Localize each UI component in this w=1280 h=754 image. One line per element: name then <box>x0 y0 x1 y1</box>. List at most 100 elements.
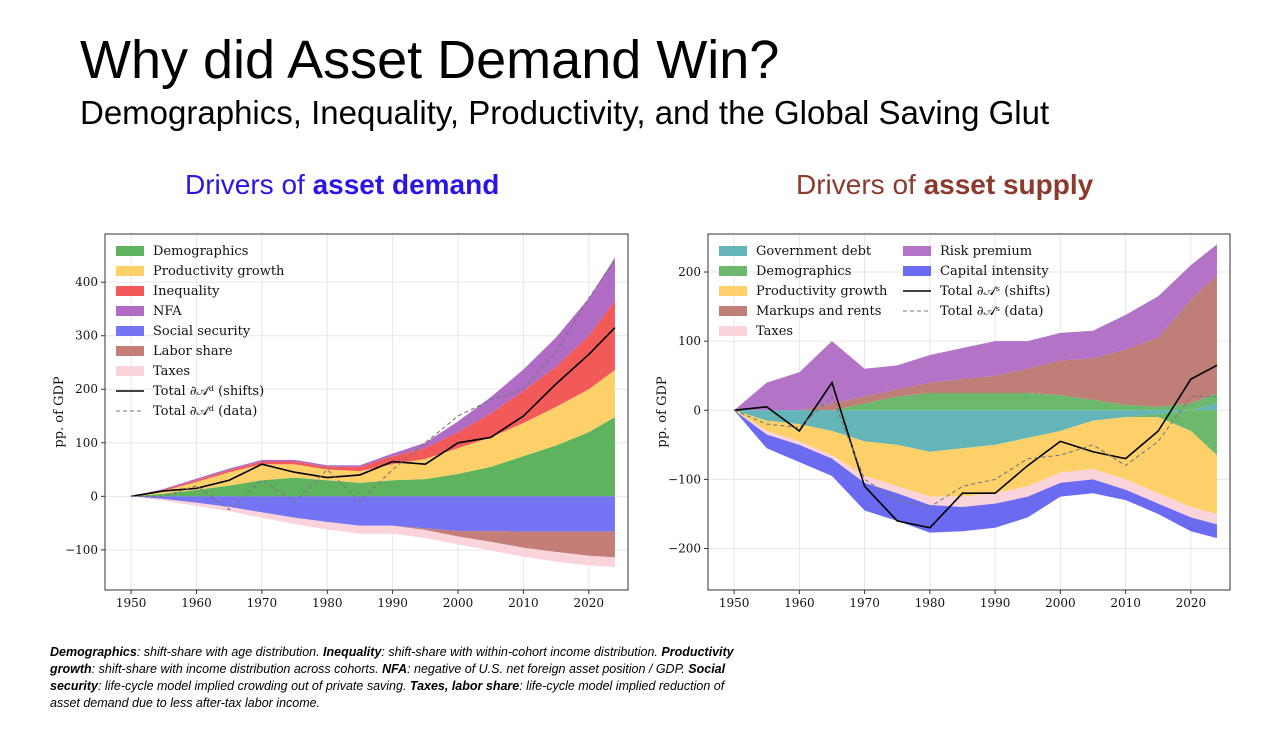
footnote-text: : life-cycle model implied reduction of … <box>50 679 725 710</box>
footnote-text: : negative of U.S. net foreign asset pos… <box>407 662 689 676</box>
asset-demand-chart: 1950 1960 1970 1980 1990 2000 2010 2020 −100 0 100… <box>52 233 629 610</box>
legend-label: NFA <box>153 304 182 319</box>
footnote: Demographics: shift-share with age distr… <box>50 644 750 712</box>
legend-label: Government debt <box>756 244 872 259</box>
productivity-growth-area <box>734 410 1217 514</box>
legend-label: Demographics <box>756 264 851 279</box>
legend-swatch <box>116 286 144 296</box>
x-tick-label: 2000 <box>443 596 474 610</box>
legend-swatch <box>116 246 144 256</box>
legend-label: Risk premium <box>940 244 1032 259</box>
x-tick-label: 1990 <box>980 596 1011 610</box>
footnote-text: : shift-share with within-cohort income … <box>381 645 662 659</box>
footnote-term: Taxes, labor share <box>409 679 520 693</box>
total-shifts-line <box>131 327 616 498</box>
capital-intensity-area <box>734 410 1217 539</box>
x-tick-label: 1960 <box>181 596 212 610</box>
legend-label: Social security <box>153 324 251 339</box>
x-tick-label: 2010 <box>1110 596 1141 610</box>
legend: Demographics Productivity growth Inequalit… <box>116 244 285 419</box>
x-tick-label: 2020 <box>1176 596 1207 610</box>
footnote-term: Demographics <box>50 645 137 659</box>
y-tick-label: 200 <box>75 382 98 396</box>
legend-swatch <box>116 346 144 356</box>
plot-frame <box>104 233 629 591</box>
x-tick-label: 1970 <box>247 596 278 610</box>
y-tick-label: 300 <box>75 329 98 343</box>
x-tick-label: 1980 <box>312 596 343 610</box>
social-security-area <box>131 496 615 532</box>
footnote-text: : shift-share with income distribution a… <box>91 662 383 676</box>
y-tick-label: 100 <box>678 334 701 348</box>
legend-swatch <box>719 326 747 336</box>
x-tick-label: 1960 <box>784 596 815 610</box>
y-tick-label: 0 <box>693 403 701 417</box>
legend-label: Productivity growth <box>153 264 285 279</box>
legend-label: Inequality <box>153 284 220 299</box>
legend-swatch <box>903 246 931 256</box>
x-tick-label: 1950 <box>719 596 750 610</box>
plot-frame <box>707 233 1231 591</box>
labor-share-area <box>131 496 615 558</box>
y-tick-label: −100 <box>668 472 701 486</box>
total-data-line <box>733 395 1217 508</box>
legend-label: Markups and rents <box>756 304 881 319</box>
legend-label: Total ∂𝒜ᵈ (data) <box>153 404 257 419</box>
legend-label: Total ∂𝒜ᵈ (shifts) <box>153 384 264 399</box>
markups-and-rents-area <box>734 275 1217 411</box>
total-data-line <box>131 260 616 511</box>
x-tick-label: 2000 <box>1045 596 1076 610</box>
asset-demand-heading: Drivers of asset demand <box>185 166 499 204</box>
legend-label: Labor share <box>153 344 233 359</box>
risk-premium-area <box>734 244 1217 411</box>
footnote-text: : life-cycle model implied crowding out … <box>97 679 410 693</box>
legend-swatch <box>719 246 747 256</box>
x-tick-label: 1990 <box>377 596 408 610</box>
legend-label: Taxes <box>756 324 793 339</box>
demographics-area <box>734 392 1217 411</box>
legend-label: Demographics <box>153 244 248 259</box>
y-tick-label: 400 <box>75 275 98 289</box>
y-tick-label: 100 <box>75 436 98 450</box>
legend-swatch <box>903 266 931 276</box>
y-axis-label: pp. of GDP <box>655 376 670 447</box>
legend-label: Taxes <box>153 364 190 379</box>
legend-label: Capital intensity <box>940 264 1049 279</box>
legend-label: Total ∂𝒜ˢ (shifts) <box>940 284 1050 299</box>
legend-swatch <box>116 366 144 376</box>
legend-swatch <box>719 286 747 296</box>
legend-swatch <box>719 266 747 276</box>
taxes-area <box>734 410 1217 525</box>
taxes-area <box>131 496 615 567</box>
asset-supply-heading-pre: Drivers of <box>796 169 924 200</box>
asset-supply-chart: 1950 1960 1970 1980 1990 2000 2010 2020−200−100… <box>655 233 1231 610</box>
x-tick-label: 2010 <box>508 596 539 610</box>
y-axis-label: pp. of GDP <box>52 376 67 447</box>
x-tick-label: 1980 <box>915 596 946 610</box>
y-tick-label: −100 <box>65 543 98 557</box>
asset-supply-heading-bold: asset supply <box>923 169 1094 200</box>
footnote-term: Social security <box>50 662 726 693</box>
y-tick-label: 0 <box>90 489 98 503</box>
footnote-term: Productivity growth <box>50 645 734 676</box>
asset-demand-heading-bold: asset demand <box>312 169 500 200</box>
y-tick-label: 200 <box>678 265 701 279</box>
footnote-term: NFA <box>382 662 408 676</box>
total-shifts-line <box>734 364 1218 529</box>
government-debt-area <box>734 410 1217 452</box>
inequality-area <box>131 300 615 497</box>
x-tick-label: 2020 <box>574 596 605 610</box>
slide-subtitle: Demographics, Inequality, Productivity, … <box>80 94 1050 131</box>
footnote-term: Inequality <box>323 645 382 659</box>
slide-title: Why did Asset Demand Win? <box>80 30 780 90</box>
legend-label: Productivity growth <box>756 284 888 299</box>
legend: Government debt Demographics Productivity … <box>719 244 1050 339</box>
legend-swatch <box>719 306 747 316</box>
asset-supply-heading: Drivers of asset supply <box>796 166 1093 204</box>
x-tick-label: 1950 <box>116 596 147 610</box>
asset-demand-heading-pre: Drivers of <box>185 169 313 200</box>
y-tick-label: −200 <box>668 542 701 556</box>
legend-swatch <box>116 306 144 316</box>
legend-label: Total ∂𝒜ˢ (data) <box>940 304 1043 319</box>
legend-swatch <box>116 326 144 336</box>
